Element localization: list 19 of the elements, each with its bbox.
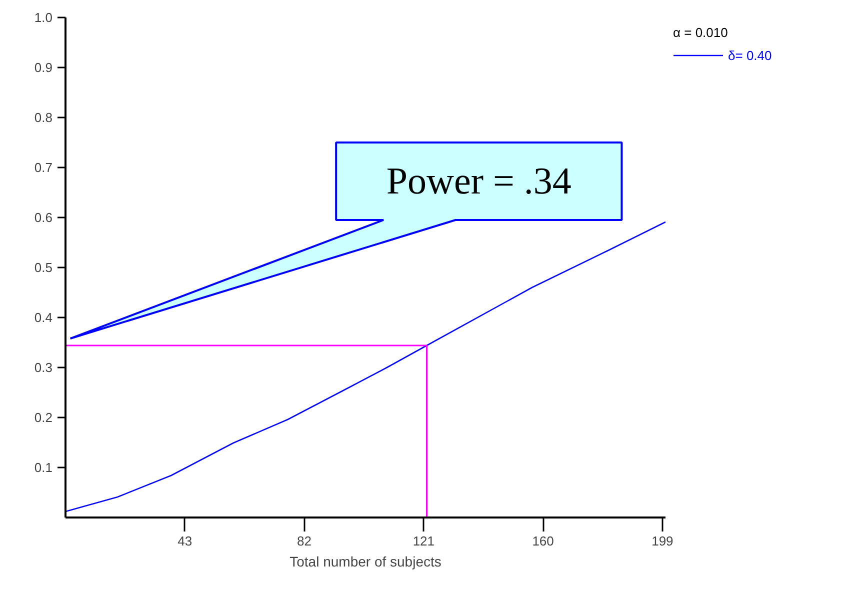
y-tick-label: 0.4 [34, 310, 53, 325]
legend-label: δ= 0.40 [728, 48, 772, 62]
y-tick-label: 0.7 [34, 160, 53, 175]
y-tick-label: 0.2 [34, 410, 53, 425]
y-tick-label: 1.0 [34, 10, 53, 25]
annotation: Power = .34 [386, 160, 572, 202]
legend-title: α = 0.010 [673, 25, 729, 40]
y-tick-label: 0.5 [34, 260, 53, 275]
y-tick-label: 0.1 [34, 460, 53, 475]
y-tick-label: 0.8 [34, 110, 53, 125]
y-tick-label: 0.6 [34, 210, 53, 225]
x-tick-label: 121 [412, 534, 435, 548]
x-tick-label: 82 [297, 534, 312, 548]
x-tick-label: 199 [652, 534, 674, 548]
x-tick-label: 160 [532, 534, 554, 548]
y-tick-label: 0.9 [34, 60, 53, 75]
y-tick-label: 0.3 [34, 360, 53, 375]
x-tick-label: 43 [178, 534, 192, 548]
x-axis-title: Total number of subjects [290, 554, 442, 570]
